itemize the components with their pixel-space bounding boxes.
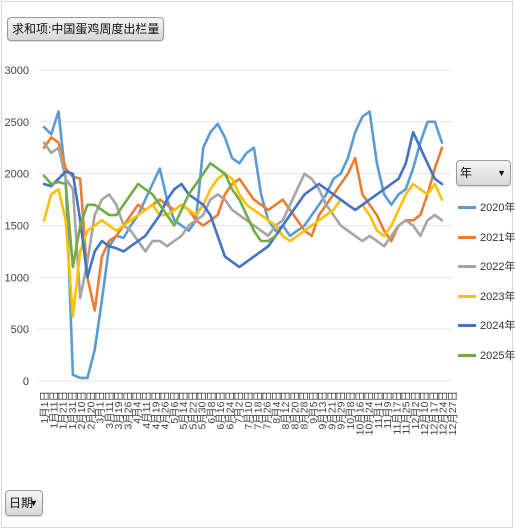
gridlines [38,69,452,382]
x-tick-label: 5月30日 [197,391,209,430]
x-tick-label: 8月12日 [280,391,292,430]
legend-field-button[interactable]: 年 ▼ [456,160,511,186]
x-tick-label: 4月19日 [150,391,162,430]
x-tick-label: 7月2日 [234,391,246,424]
x-tick-label: 7月10日 [243,391,255,430]
x-tick-label: 1月31日 [67,391,79,430]
x-tick-label: 6月24日 [224,391,236,430]
x-tick-label: 7月26日 [262,391,274,430]
x-tick-label: 6月8日 [206,391,218,424]
legend-swatch [458,265,476,268]
legend-swatch [458,324,476,327]
dropdown-arrow-icon: ▼ [497,168,506,178]
legend-label: 2023年 [480,290,515,303]
x-tick-label: 1月1日 [39,391,51,424]
legend-label: 2022年 [480,261,515,273]
legend-field-label: 年 [460,166,473,180]
x-tick-label: 8月4日 [271,391,283,424]
y-tick-label: 1500 [5,221,29,233]
series-line-2025年 [42,162,277,269]
x-tick-label: 3月26日 [122,391,134,430]
x-tick-label: 12月27日 [447,391,459,435]
legend-swatch [458,206,476,209]
x-tick-label: 11月1日 [373,391,385,429]
x-tick-label: 9月29日 [336,391,348,430]
x-tick-label: 9月13日 [317,391,329,430]
series-line-2022年 [42,141,444,300]
x-tick-label: 3月1日 [95,391,107,424]
value-field-button[interactable]: 求和项:中国蛋鸡周度出栏量 [7,17,165,41]
x-tick-label: 10月24日 [364,391,376,435]
y-tick-label: 1000 [5,272,29,284]
x-tick-label: 2月10日 [76,391,88,430]
y-tick-label: 3000 [5,65,29,77]
series-lines [42,110,444,380]
axis-field-button[interactable]: 日期 ▼ [5,490,43,516]
x-tick-label: 1月11日 [48,391,60,429]
x-tick-label: 10月8日 [345,391,357,430]
x-tick-label: 8月20日 [289,391,301,430]
x-tick-label: 12月24日 [438,391,450,435]
x-tick-label: 3月11日 [104,391,116,429]
x-tick-label: 4月4日 [132,391,144,424]
value-field-label: 求和项:中国蛋鸡周度出栏量 [12,22,160,36]
x-axis: 1月1日1月11日1月21日1月31日2月10日2月20日3月1日3月11日3月… [39,391,459,435]
x-tick-label: 9月5日 [308,391,320,424]
x-tick-label: 5月14日 [178,391,190,430]
x-tick-label: 6月16日 [215,391,227,430]
series-line-2023年 [42,172,444,319]
y-axis: 0 500 1000 1500 2000 2500 3000 [5,65,29,388]
x-tick-label: 1月21日 [58,391,70,430]
series-line-2024年 [42,130,444,279]
series-line-2021年 [42,136,444,312]
y-tick-label: 0 [23,376,29,388]
legend-label: 2021年 [480,231,515,244]
y-tick-label: 2500 [5,117,29,129]
legend-swatch [458,294,476,298]
x-tick-label: 3月19日 [113,391,125,430]
x-tick-label: 8月28日 [299,391,311,430]
series-line-2020年 [42,110,444,380]
x-tick-label: 10月16日 [354,391,366,435]
legend-swatch [458,235,476,239]
x-tick-label: 5月22日 [187,391,199,430]
x-tick-label: 5月6日 [169,391,181,424]
x-tick-label: 11月25日 [401,391,413,435]
y-tick-label: 500 [11,324,29,336]
legend-swatch [458,353,476,357]
x-tick-label: 12月17日 [428,391,440,435]
legend-label: 2020年 [480,202,515,214]
legend-label: 2024年 [480,320,515,332]
x-tick-label: 4月11日 [141,391,153,429]
x-tick-label: 11月17日 [391,391,403,435]
axis-field-label: 日期 [9,496,34,510]
legend-label: 2025年 [480,349,515,362]
x-tick-label: 11月9日 [382,391,394,429]
y-tick-label: 2000 [5,169,29,181]
x-tick-label: 7月18日 [252,391,264,430]
dropdown-arrow-icon: ▼ [29,498,38,508]
x-tick-label: 9月21日 [326,391,338,430]
x-tick-label: 2月20日 [85,391,97,430]
x-tick-label: 12月2日 [410,391,422,430]
x-tick-label: 12月10日 [419,391,431,435]
x-tick-label: 4月26日 [160,391,172,430]
